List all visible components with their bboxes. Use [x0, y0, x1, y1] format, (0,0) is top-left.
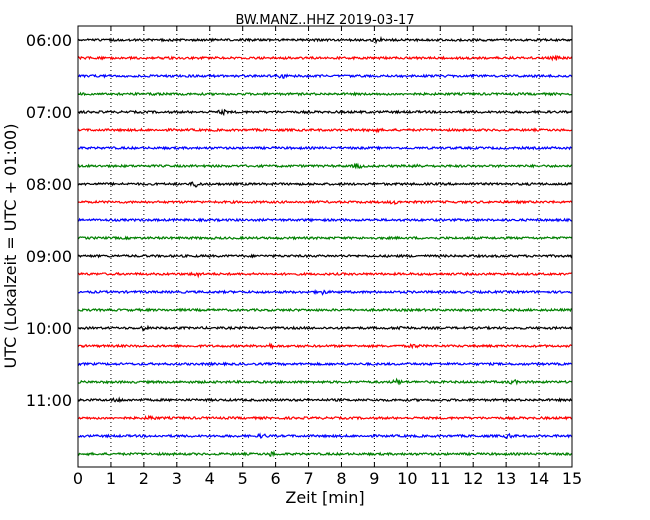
- trace-line: [77, 324, 573, 332]
- trace-line: [77, 35, 573, 45]
- trace-line: [77, 449, 573, 458]
- y-tick-label: 10:00: [26, 319, 72, 338]
- trace-line: [77, 377, 573, 386]
- x-tick-label: 5: [238, 469, 248, 488]
- trace-line: [77, 432, 573, 440]
- x-tick-label: 14: [529, 469, 549, 488]
- trace-line: [77, 91, 573, 97]
- x-tick-label: 11: [430, 469, 450, 488]
- trace-group: [77, 35, 573, 458]
- trace-line: [77, 127, 573, 134]
- x-tick-label: 7: [303, 469, 313, 488]
- x-tick-label: 12: [463, 469, 483, 488]
- x-tick-label: 1: [106, 469, 116, 488]
- trace-line: [77, 289, 573, 296]
- trace-line: [77, 361, 573, 367]
- trace-line: [77, 217, 573, 223]
- y-tick-label: 08:00: [26, 175, 72, 194]
- trace-line: [77, 108, 573, 117]
- x-tick-label: 4: [205, 469, 215, 488]
- x-tick-label: 6: [271, 469, 281, 488]
- y-tick-label: 07:00: [26, 103, 72, 122]
- x-tick-label: 13: [496, 469, 516, 488]
- trace-line: [77, 54, 573, 62]
- trace-line: [77, 181, 573, 188]
- trace-line: [77, 396, 573, 404]
- y-tick-label: 11:00: [26, 391, 72, 410]
- trace-line: [77, 342, 573, 350]
- x-tick-label: 3: [172, 469, 182, 488]
- trace-line: [77, 414, 573, 421]
- y-tick-label: 06:00: [26, 31, 72, 50]
- plot-frame: [77, 25, 573, 468]
- y-axis-ticks: 06:00 07:00 08:00 09:00 10:00 11:00: [26, 31, 572, 410]
- x-tick-label: 0: [73, 469, 83, 488]
- trace-line: [77, 235, 573, 241]
- trace-line: [77, 162, 573, 170]
- x-tick-label: 9: [369, 469, 379, 488]
- x-tick-label: 8: [336, 469, 346, 488]
- grid-lines: [110, 26, 540, 467]
- trace-line: [77, 199, 573, 206]
- trace-line: [77, 73, 573, 79]
- trace-line: [77, 307, 573, 313]
- x-axis-label: Zeit [min]: [285, 488, 364, 507]
- x-tick-label: 15: [562, 469, 582, 488]
- y-axis-label: UTC (Lokalzeit = UTC + 01:00): [1, 124, 20, 369]
- y-tick-label: 09:00: [26, 247, 72, 266]
- trace-line: [77, 145, 573, 151]
- trace-line: [77, 253, 573, 259]
- x-axis-ticks: 0 1 2 3 4 5 6 7 8 9 10 11 12 13 14 15: [73, 26, 582, 488]
- x-tick-label: 2: [139, 469, 149, 488]
- trace-line: [77, 271, 573, 279]
- x-tick-label: 10: [397, 469, 417, 488]
- chart-title: BW.MANZ..HHZ 2019-03-17: [235, 13, 414, 28]
